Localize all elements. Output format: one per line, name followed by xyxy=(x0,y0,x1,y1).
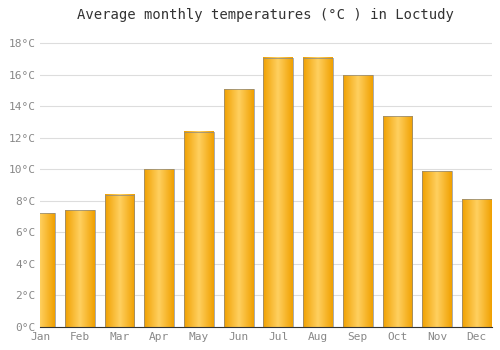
Bar xyxy=(462,199,492,327)
Bar xyxy=(422,171,452,327)
Bar xyxy=(303,58,333,327)
Bar xyxy=(382,116,412,327)
Title: Average monthly temperatures (°C ) in Loctudy: Average monthly temperatures (°C ) in Lo… xyxy=(78,8,454,22)
Bar xyxy=(343,75,372,327)
Bar xyxy=(224,89,254,327)
Bar xyxy=(264,58,293,327)
Bar xyxy=(104,195,134,327)
Bar xyxy=(65,210,95,327)
Bar xyxy=(26,214,55,327)
Bar xyxy=(144,169,174,327)
Bar xyxy=(184,132,214,327)
